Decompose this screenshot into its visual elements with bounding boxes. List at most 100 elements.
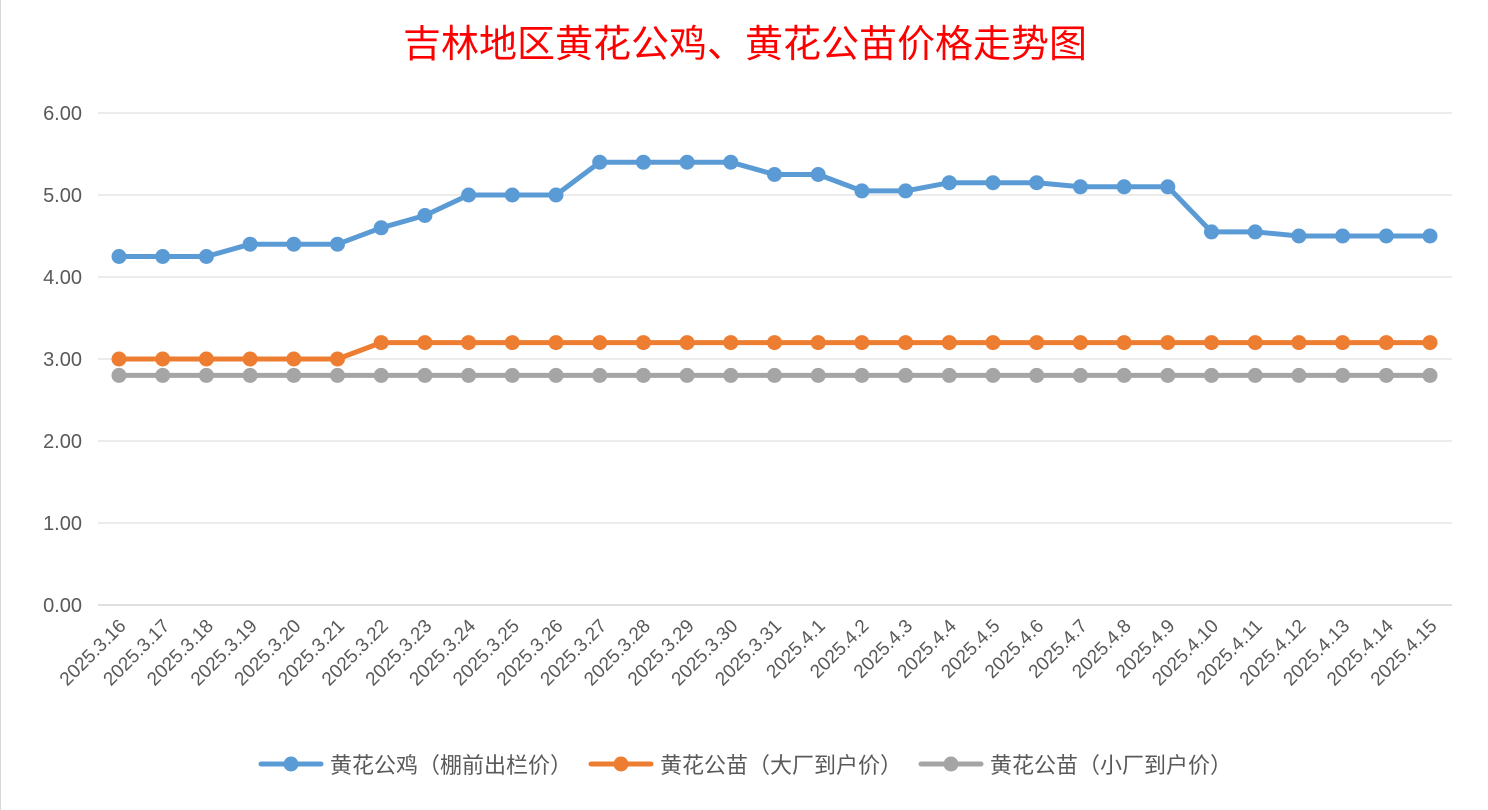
data-point — [1422, 367, 1438, 383]
data-point — [1029, 367, 1045, 383]
data-point — [461, 335, 477, 351]
y-tick-label: 0.00 — [43, 595, 82, 617]
series-layer — [111, 154, 1438, 383]
legend-item: 黄花公鸡（棚前出栏价） — [258, 748, 572, 780]
y-axis: 0.00 1.00 2.00 3.00 4.00 5.00 6.00 — [43, 103, 82, 617]
y-tick-label: 2.00 — [43, 431, 82, 453]
data-point — [461, 367, 477, 383]
data-point — [941, 335, 957, 351]
data-point — [417, 208, 433, 223]
legend-label: 黄花公苗（大厂到户价） — [659, 754, 902, 779]
data-point — [1291, 228, 1307, 244]
data-point — [1247, 335, 1263, 351]
data-point — [1247, 224, 1263, 240]
data-point — [1378, 335, 1394, 351]
data-point — [373, 335, 389, 351]
data-point — [1072, 335, 1088, 351]
legend-marker — [918, 756, 984, 772]
data-point — [1116, 179, 1132, 195]
data-point — [592, 154, 608, 170]
data-point — [635, 367, 651, 383]
data-point — [417, 367, 433, 383]
data-point — [985, 367, 1001, 383]
data-point — [330, 351, 345, 367]
legend-marker — [258, 756, 324, 772]
chart-title: 吉林地区黄花公鸡、黄花公苗价格走势图 — [402, 22, 1087, 66]
data-point — [1029, 335, 1045, 351]
data-point — [985, 335, 1001, 351]
data-point — [111, 249, 127, 264]
data-point — [198, 367, 214, 383]
data-point — [330, 236, 345, 252]
data-point — [1116, 367, 1132, 383]
data-point — [155, 249, 171, 264]
data-point — [592, 335, 608, 351]
data-point — [898, 367, 914, 383]
legend-label: 黄花公鸡（棚前出栏价） — [329, 754, 572, 779]
series-2 — [111, 335, 1438, 367]
y-tick-label: 3.00 — [43, 349, 82, 371]
x-axis: 2025.3.162025.3.172025.3.182025.3.192025… — [56, 615, 1442, 690]
data-point — [723, 367, 739, 383]
data-point — [286, 367, 302, 383]
data-point — [1116, 335, 1132, 351]
legend-marker — [588, 756, 654, 772]
data-point — [985, 175, 1001, 191]
data-point — [854, 335, 870, 351]
data-point — [198, 249, 214, 264]
data-point — [723, 335, 739, 351]
data-point — [1378, 228, 1394, 244]
data-point — [898, 335, 914, 351]
data-point — [1422, 335, 1438, 351]
data-point — [1378, 367, 1394, 383]
data-point — [373, 367, 389, 383]
y-tick-label: 6.00 — [43, 103, 82, 125]
data-point — [155, 351, 171, 367]
data-point — [1247, 367, 1263, 383]
data-point — [330, 367, 345, 383]
legend-item: 黄花公苗（大厂到户价） — [588, 748, 902, 780]
data-point — [1422, 228, 1438, 244]
data-point — [373, 220, 389, 236]
data-point — [242, 367, 258, 383]
data-point — [286, 236, 302, 252]
data-point — [723, 154, 739, 170]
data-point — [767, 335, 782, 351]
data-point — [767, 167, 782, 182]
data-point — [592, 367, 608, 383]
data-point — [111, 367, 127, 383]
data-point — [679, 154, 695, 170]
data-point — [1204, 224, 1219, 240]
data-point — [854, 367, 870, 383]
data-point — [941, 367, 957, 383]
data-point — [767, 367, 782, 383]
legend-item: 黄花公苗（小厂到户价） — [918, 748, 1232, 780]
data-point — [635, 154, 651, 170]
data-point — [1335, 335, 1351, 351]
data-point — [548, 367, 564, 383]
data-point — [504, 187, 520, 203]
data-point — [1335, 367, 1351, 383]
data-point — [1335, 228, 1351, 244]
data-point — [679, 335, 695, 351]
y-tick-label: 5.00 — [43, 185, 82, 207]
data-point — [635, 335, 651, 351]
data-point — [286, 351, 302, 367]
data-point — [548, 187, 564, 203]
data-point — [504, 367, 520, 383]
data-point — [242, 351, 258, 367]
data-point — [198, 351, 214, 367]
data-point — [898, 183, 914, 199]
data-point — [679, 367, 695, 383]
data-point — [461, 187, 477, 203]
data-point — [810, 335, 826, 351]
data-point — [417, 335, 433, 351]
data-point — [1291, 367, 1307, 383]
series-1 — [111, 154, 1438, 264]
series-3 — [111, 367, 1438, 383]
data-point — [854, 183, 870, 199]
data-point — [242, 236, 258, 252]
y-tick-label: 1.00 — [43, 513, 82, 535]
